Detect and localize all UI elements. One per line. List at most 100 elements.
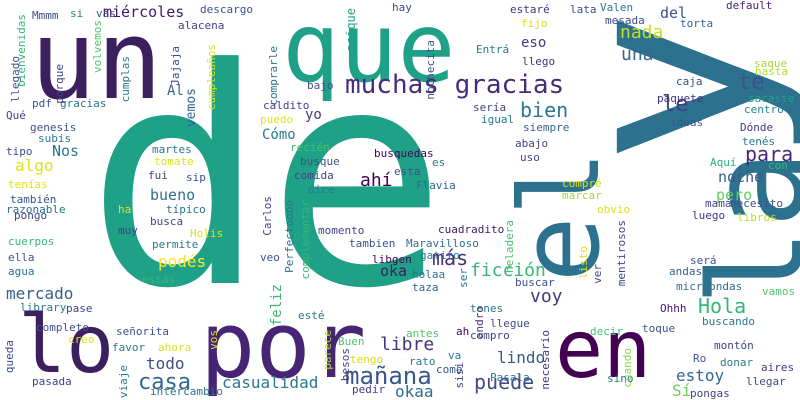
word-ella: ella — [8, 251, 35, 264]
word-comida: comida — [294, 169, 334, 182]
word-sip: sip — [186, 171, 206, 184]
word-siempre: siempre — [523, 121, 570, 134]
word-perfectoooo: Perfectoooo — [283, 200, 296, 273]
word-taza: taza — [412, 281, 439, 294]
word-para: para — [745, 142, 794, 166]
word-pasada: pasada — [32, 375, 72, 388]
word-cumpleanos: cumpleaños — [205, 44, 218, 111]
word-cuadradito: cuadradito — [438, 223, 505, 236]
word-todo: todo — [146, 354, 185, 373]
word-caja: caja — [676, 75, 703, 88]
word-creo: creo — [68, 333, 95, 346]
word-buen: Buen — [338, 335, 365, 348]
word-donar: donar — [720, 356, 754, 369]
word-ro: Ro — [693, 352, 707, 365]
word-busquedas: busquedas — [374, 147, 434, 160]
word-microondas: microondas — [676, 280, 743, 293]
word-sacaste: sacaste — [748, 92, 795, 105]
word-sisi: sisi — [453, 362, 466, 389]
word-nochecita: nochecita — [424, 40, 437, 100]
word-tipico: típico — [166, 203, 206, 216]
word-esta: esta — [394, 165, 421, 178]
word-nada: nada — [620, 22, 664, 43]
word-llego: llego — [522, 55, 556, 68]
word-cuando: cuando — [621, 348, 634, 388]
word-feliz: feliz — [269, 284, 285, 327]
word-un: un — [30, 0, 163, 124]
word-ficcion: ficción — [470, 260, 546, 281]
word-ser: ser — [457, 268, 470, 288]
word-mesada: mesada — [605, 14, 645, 27]
word-mentirosos: mentirosos — [615, 220, 628, 287]
word-heladera: heladera — [503, 220, 516, 273]
word-recien: recién — [290, 141, 330, 154]
word-estoy: estoy — [676, 366, 725, 385]
word-valen: Valen — [600, 1, 634, 14]
word-alacena: alacena — [178, 19, 225, 32]
word-asique: asique — [344, 8, 358, 52]
word-abajo: abajo — [515, 137, 549, 150]
word-sera: será — [690, 254, 717, 267]
word-mercado: mercado — [6, 284, 74, 303]
word-que: que — [282, 0, 456, 104]
word-antes: antes — [406, 327, 440, 340]
word-vos: vos — [207, 330, 220, 350]
word-andro: andro — [473, 306, 486, 340]
word-sino: sino — [607, 372, 634, 385]
word-llegue: llegue — [490, 317, 530, 330]
word-compre: compré — [562, 177, 602, 190]
word-pongo: pongo — [14, 209, 48, 222]
word-razonable: razonable — [6, 203, 66, 216]
word-libros: libros — [737, 211, 777, 224]
word-bajo: bajo — [307, 79, 334, 92]
word-bienvenidas: bienvenidas — [15, 14, 28, 87]
word-libgen: libgen — [372, 253, 412, 266]
word-rato: rato — [409, 355, 436, 368]
word-buscando: buscando — [702, 315, 755, 328]
word-listo: listo — [577, 246, 590, 280]
word-lo: lo — [18, 298, 115, 391]
word-voy: voy — [530, 286, 563, 307]
word-queda: queda — [3, 340, 16, 374]
word-permite: permite — [152, 238, 199, 251]
word-si: Sí — [672, 381, 692, 400]
word-decir: decir — [590, 325, 624, 338]
word-viaje: viaje — [117, 365, 130, 399]
word-pero: pero — [716, 186, 753, 204]
word-volvemos: volvemos — [91, 20, 104, 73]
word-fijo: fijo — [521, 17, 548, 30]
word-casualidad: casualidad — [222, 373, 319, 392]
word-monton: montón — [714, 339, 754, 352]
word-compro: compro — [470, 329, 510, 342]
word-noche: noche — [718, 168, 764, 186]
word-martes: martes — [152, 143, 192, 156]
word-ah: ah — [456, 325, 470, 338]
word-eso: eso — [521, 35, 547, 51]
word-nos: Nos — [52, 142, 80, 160]
word-vemos: vemos — [184, 88, 199, 128]
word-default: default — [726, 0, 773, 12]
word-ha: ha — [118, 203, 132, 216]
word-pongas: pongas — [690, 387, 730, 400]
word-donde: Dónde — [740, 121, 774, 134]
word-al: Al — [167, 83, 184, 99]
word-buscar: buscar — [515, 276, 555, 289]
word-fui: fui — [148, 169, 168, 182]
word-gracias: gracias — [60, 97, 107, 110]
word-holaa: holaa — [412, 268, 446, 281]
word-gatito: gatito — [420, 249, 460, 262]
word-lata: lata — [570, 3, 597, 16]
word-tenias: tenías — [8, 178, 48, 191]
word-estare: estaré — [510, 3, 550, 16]
word-yo: yo — [305, 107, 322, 123]
word-comprarle: comprarle — [267, 46, 280, 106]
word-necesario: necesario — [539, 330, 552, 390]
word-por: por — [200, 292, 367, 399]
word-centro: centro — [744, 103, 784, 116]
word-va: va — [448, 349, 462, 362]
word-dice: dice — [308, 183, 335, 196]
word-lindo: lindo — [497, 348, 546, 367]
word-ohhh: Ohhh — [660, 302, 687, 315]
word-del: del — [660, 4, 688, 22]
word-bien: bien — [520, 98, 569, 122]
